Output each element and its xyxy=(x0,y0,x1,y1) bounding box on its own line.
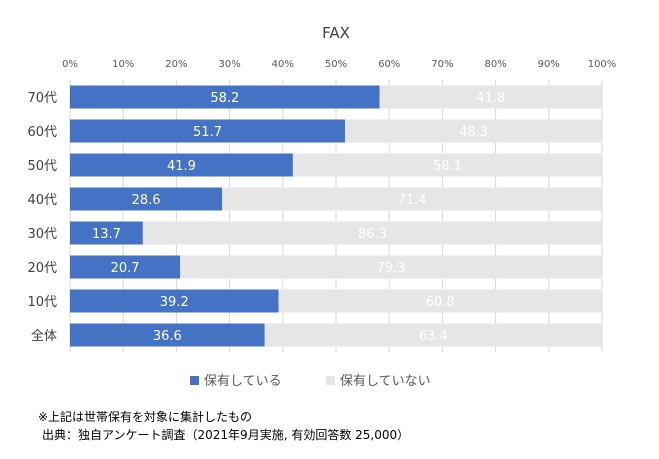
bar-not-owned xyxy=(278,289,602,313)
category-label: 全体 xyxy=(31,328,57,344)
data-label-not-owned: 48.3 xyxy=(459,125,488,140)
data-label-not-owned: 63.4 xyxy=(419,329,448,344)
chart-title: FAX xyxy=(322,24,350,42)
bar-owned xyxy=(70,255,181,279)
category-label: 20代 xyxy=(27,261,57,276)
bar-not-owned xyxy=(142,221,602,245)
bar-not-owned xyxy=(180,255,602,279)
data-label-not-owned: 86.3 xyxy=(358,227,387,242)
bar-owned xyxy=(70,153,293,177)
bar-owned xyxy=(70,85,380,109)
legend-label-owned: 保有している xyxy=(204,374,282,389)
category-label: 40代 xyxy=(27,193,57,208)
x-tick-label: 60% xyxy=(378,59,400,70)
category-label: 70代 xyxy=(27,91,57,106)
data-label-owned: 41.9 xyxy=(167,159,196,174)
bar-owned xyxy=(70,289,279,313)
data-label-not-owned: 60.8 xyxy=(426,295,455,310)
data-label-owned: 28.6 xyxy=(132,193,161,208)
data-label-owned: 51.7 xyxy=(193,125,222,140)
data-label-not-owned: 41.8 xyxy=(476,91,505,106)
data-label-not-owned: 71.4 xyxy=(398,193,427,208)
data-label-owned: 13.7 xyxy=(92,227,121,242)
x-tick-label: 50% xyxy=(325,59,347,70)
legend-label-not-owned: 保有していない xyxy=(340,374,431,389)
x-tick-label: 10% xyxy=(112,59,134,70)
x-tick-label: 40% xyxy=(272,59,294,70)
category-label: 60代 xyxy=(27,125,57,140)
x-tick-label: 30% xyxy=(218,59,240,70)
data-label-owned: 20.7 xyxy=(111,261,140,276)
x-tick-label: 20% xyxy=(165,59,187,70)
category-label: 30代 xyxy=(27,227,57,242)
bar-not-owned xyxy=(222,187,603,211)
bar-owned xyxy=(70,119,346,143)
bar-not-owned xyxy=(379,85,602,109)
x-tick-label: 70% xyxy=(431,59,453,70)
data-label-owned: 36.6 xyxy=(153,329,182,344)
x-tick-label: 80% xyxy=(484,59,506,70)
data-label-not-owned: 58.1 xyxy=(433,159,462,174)
footnote-source: 出典：独自アンケート調査（2021年9月実施, 有効回答数 25,000） xyxy=(42,428,410,442)
x-tick-label: 90% xyxy=(538,59,560,70)
x-tick-label: 100% xyxy=(588,59,617,70)
bar-not-owned xyxy=(264,323,602,347)
bar-not-owned xyxy=(292,153,602,177)
legend-swatch-owned xyxy=(190,376,199,385)
legend-swatch-not-owned xyxy=(326,376,335,385)
footnote-scope: ※上記は世帯保有を対象に集計したもの xyxy=(38,410,253,424)
bar-owned xyxy=(70,323,265,347)
category-label: 10代 xyxy=(27,295,57,310)
bar-owned xyxy=(70,187,223,211)
data-label-owned: 58.2 xyxy=(210,91,239,106)
x-tick-label: 0% xyxy=(62,59,78,70)
bar-owned xyxy=(70,221,143,245)
category-label: 50代 xyxy=(27,159,57,174)
bar-not-owned xyxy=(345,119,602,143)
data-label-not-owned: 79.3 xyxy=(377,261,406,276)
data-label-owned: 39.2 xyxy=(160,295,189,310)
